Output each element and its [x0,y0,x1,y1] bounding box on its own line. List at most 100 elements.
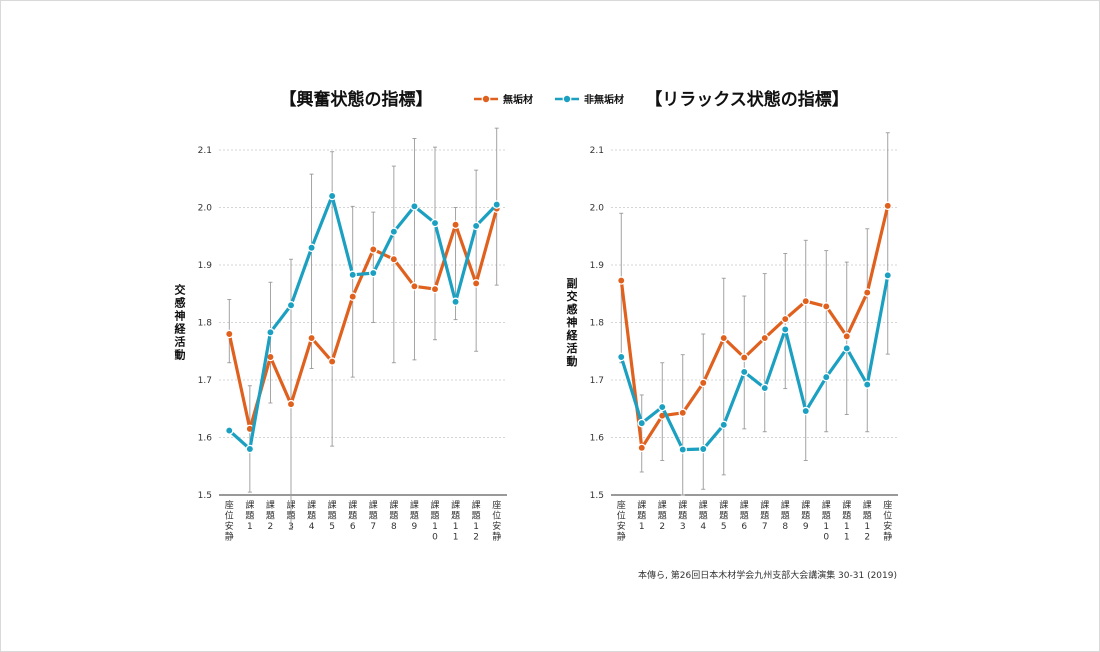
x-tick-label-char: 課 [369,499,378,511]
x-tick-label: 座位安静 [883,499,892,543]
x-tick-label-char: 題 [348,511,357,522]
x-tick-label: 課題 7 [369,499,378,532]
data-point [245,444,255,454]
x-tick-label-char: 6 [350,522,356,532]
data-point [822,302,831,311]
data-point [492,200,501,209]
x-tick-label-char: 位 [225,510,234,522]
x-tick-label-char: 課 [678,499,687,511]
data-point [699,444,708,454]
data-point [637,418,647,428]
x-tick-label-char: 課 [451,499,460,511]
x-tick-label-char: 1 [432,522,438,532]
data-point [822,372,831,382]
y-axis-label-char: 神 [175,309,186,323]
x-tick-label-char: 課 [430,499,439,511]
data-point [471,279,481,288]
x-tick-label: 課題 6 [740,499,749,532]
data-point [307,333,316,343]
data-point [286,300,296,310]
x-tick-label-char: 課 [307,499,316,511]
data-point [863,380,872,389]
y-axis-label-char: 副 [567,276,578,290]
x-tick-label-char: 課 [328,499,337,511]
y-axis-label-char: 感 [175,296,186,310]
x-tick-label: 座位安静 [492,499,501,543]
x-tick-label: 課題 1 0 [430,499,439,543]
x-tick-label-char: 題 [389,511,398,522]
y-axis-label-char: 動 [175,348,186,362]
data-point [883,201,893,211]
x-tick-label-char: 題 [328,511,337,522]
x-tick-label-char: 題 [637,511,646,522]
x-tick-label-char: 座 [617,499,626,511]
x-tick-label: 課題 8 [781,499,790,532]
x-tick-label-char: 課 [389,499,398,511]
x-tick-label: 課題 1 2 [472,499,481,543]
y-tick-label: 1.9 [198,261,213,271]
data-point [842,332,852,341]
data-point [430,218,440,228]
x-tick-label: 課題 1 1 [842,499,851,543]
x-tick-label-char: 課 [719,499,728,511]
x-tick-label-char: 4 [309,522,315,532]
x-tick-label-char: 1 [453,533,459,543]
data-point [678,445,688,454]
x-tick-label: 課題 5 [328,499,337,532]
data-point [348,270,357,280]
y-axis-label: 副交感神経活動 [567,276,579,368]
right-chart-title: 【リラックス状態の指標】 [645,89,849,110]
x-tick-label-char: 題 [410,511,419,522]
y-tick-label: 1.8 [198,319,213,329]
data-point [740,367,749,377]
data-point [637,443,647,453]
x-tick-label-char: 課 [781,499,790,511]
legend: 無垢材 非無垢材 [474,93,624,106]
x-tick-label: 課題 1 [245,499,254,532]
x-tick-label-char: 題 [740,511,749,522]
y-axis-label-char: 交 [175,283,186,297]
data-point [801,296,811,306]
x-tick-label-char: 1 [823,522,829,532]
x-tick-label: 課題 9 [410,499,419,532]
data-point [740,353,749,362]
data-point [327,191,337,201]
x-tick-label-char: 題 [842,511,851,522]
y-tick-label: 2.0 [590,204,605,214]
data-point [883,271,893,280]
x-tick-label-char: 題 [472,511,481,522]
x-tick-label-char: 6 [741,522,747,532]
data-point [430,284,440,294]
x-tick-label-char: 静 [617,531,626,543]
x-tick-label: 課題 1 2 [863,499,872,543]
y-axis-label-char: 動 [567,354,578,368]
x-tick-label-char: 課 [822,499,831,511]
legend-series-2-marker [562,94,572,104]
y-axis-label-char: 経 [175,322,187,336]
y-tick-label: 1.5 [590,491,604,501]
data-point [348,292,357,301]
x-tick-label-char: 題 [369,511,378,522]
y-tick-label: 1.9 [590,261,605,271]
x-tick-label-char: 5 [329,522,335,532]
x-tick-label-char: 位 [492,510,501,522]
x-tick-label: 課題 1 0 [822,499,831,543]
x-tick-label-char: 1 [247,522,253,532]
x-tick-label-char: 題 [781,511,790,522]
legend-series-1-marker [481,94,491,104]
data-point [327,357,337,366]
x-tick-label-char: 課 [348,499,357,511]
y-tick-label: 1.7 [590,376,604,386]
x-tick-label-char: 2 [864,533,870,543]
x-tick-label-char: 安 [617,520,626,532]
x-tick-label-char: 課 [472,499,481,511]
data-point [266,328,275,337]
y-tick-label: 1.7 [198,376,212,386]
x-tick-label-char: 7 [370,522,376,532]
x-tick-label-char: 1 [473,522,479,532]
y-axis-label: 交感神経活動 [175,283,187,362]
citation: 本傳ら, 第26回日本木材学会九州支部大会講演集 30-31 (2019) [638,569,897,581]
x-tick-label: 課題 7 [760,499,769,532]
